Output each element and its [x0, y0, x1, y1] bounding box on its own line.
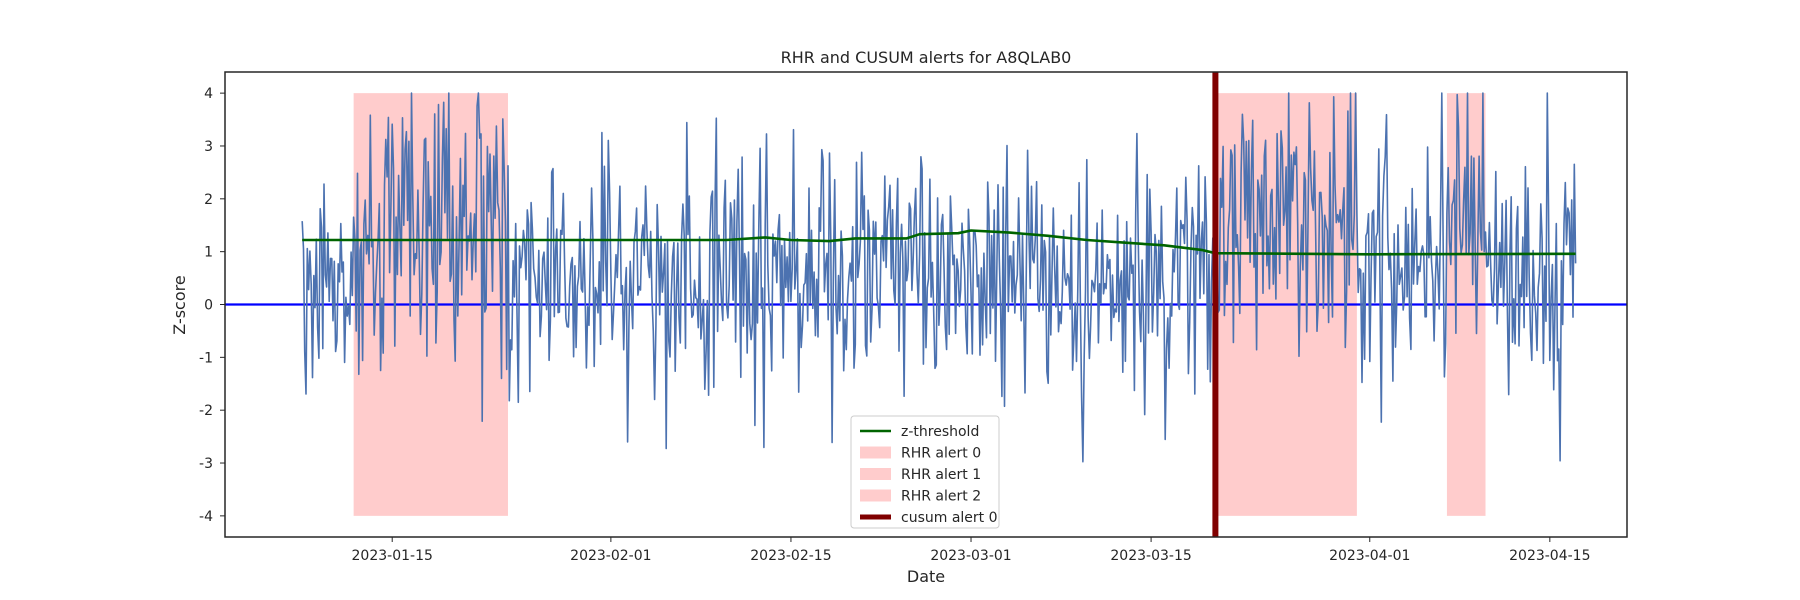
x-tick-label: 2023-04-15 [1509, 548, 1590, 564]
x-tick-label: 2023-02-15 [750, 548, 831, 564]
legend-swatch [860, 446, 891, 459]
legend-label: cusum alert 0 [901, 510, 998, 526]
plot-area [224, 71, 1628, 538]
y-axis-ticks: -4 -3 -2 -1 0 1 2 3 4 [199, 86, 225, 525]
y-tick-label: 4 [204, 86, 213, 102]
legend-swatch [860, 489, 891, 502]
x-tick-label: 2023-03-01 [930, 548, 1011, 564]
z-threshold-line [302, 229, 1576, 256]
x-tick-label: 2023-03-15 [1110, 548, 1191, 564]
z-threshold-series [302, 229, 1576, 256]
y-tick-label: 3 [204, 139, 213, 155]
legend: z-threshold RHR alert 0 RHR alert 1 RHR ale… [850, 415, 1000, 529]
x-tick-label: 2023-01-15 [352, 548, 433, 564]
y-tick-label: 0 [204, 298, 213, 314]
legend-item-3: RHR alert 2 [860, 489, 981, 505]
x-axis-label: Date [907, 567, 945, 586]
y-tick-label: -2 [199, 403, 213, 419]
y-axis-label: Z-score [170, 275, 189, 334]
chart-title: RHR and CUSUM alerts for A8QLAB0 [781, 48, 1072, 67]
legend-label: RHR alert 0 [901, 446, 981, 462]
legend-swatch [860, 468, 891, 480]
legend-label: z-threshold [901, 424, 979, 440]
legend-item-4: cusum alert 0 [860, 510, 998, 526]
y-tick-label: -1 [199, 350, 213, 366]
x-tick-label: 2023-04-01 [1329, 548, 1410, 564]
y-tick-label: -3 [199, 456, 213, 472]
legend-label: RHR alert 1 [901, 467, 981, 483]
x-tick-label: 2023-02-01 [570, 548, 651, 564]
legend-item-1: RHR alert 0 [860, 446, 981, 462]
x-axis-ticks: 2023-01-15 2023-02-01 2023-02-15 2023-03-01… [352, 537, 1591, 564]
legend-item-2: RHR alert 1 [860, 467, 981, 483]
z-score-series [301, 92, 1577, 463]
legend-item-0: z-threshold [860, 424, 979, 440]
y-tick-label: 1 [204, 245, 213, 261]
y-tick-label: -4 [199, 509, 213, 525]
z-score-line [301, 92, 1577, 463]
legend-label: RHR alert 2 [901, 489, 981, 505]
y-tick-label: 2 [204, 192, 213, 208]
